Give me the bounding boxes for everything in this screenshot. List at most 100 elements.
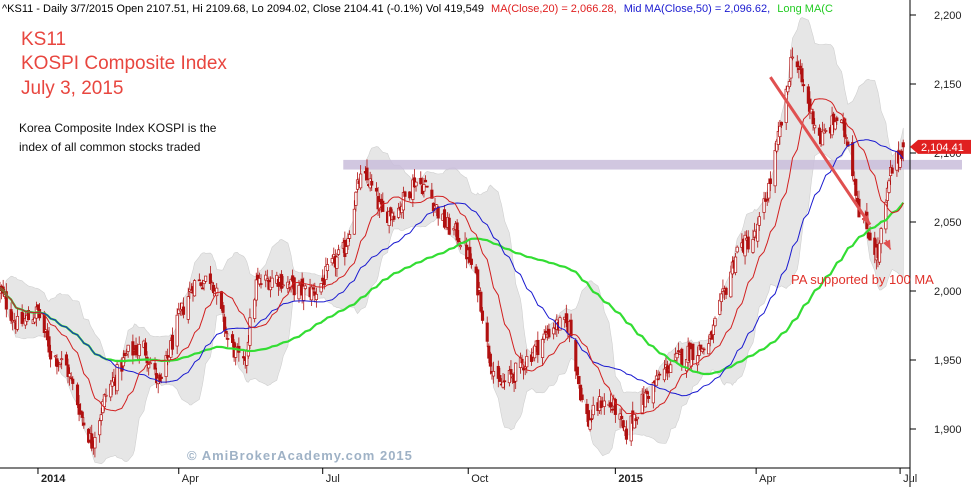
trend-arrow (769, 76, 872, 226)
candle (212, 282, 216, 297)
candle (677, 342, 681, 355)
candle (696, 346, 700, 374)
candle (624, 420, 628, 445)
candle (762, 191, 766, 220)
candle (346, 232, 350, 250)
candle (143, 338, 148, 361)
y-tick-label: 1,950 (934, 355, 962, 367)
candle (702, 347, 706, 355)
candle (832, 111, 836, 133)
candle (743, 231, 747, 265)
candle (536, 331, 540, 363)
candle (281, 276, 285, 289)
candle (221, 302, 225, 322)
candle (436, 205, 440, 226)
candle (746, 230, 750, 253)
x-tick-label: Apr (759, 473, 776, 485)
candle (658, 371, 662, 380)
candle (457, 230, 461, 244)
candle (234, 343, 238, 366)
ma50-line (0, 139, 904, 397)
y-tick-label: 2,200 (934, 10, 962, 22)
candle (547, 323, 551, 339)
candle (115, 360, 119, 395)
candle (348, 230, 352, 242)
candle (669, 360, 673, 373)
candle (303, 284, 307, 291)
candle (164, 350, 168, 384)
candle (403, 190, 407, 202)
candle (82, 417, 86, 429)
candle (691, 343, 695, 365)
x-tick-label: Jul (326, 473, 340, 485)
candle (469, 253, 473, 269)
y-tick-label: 1,900 (934, 424, 962, 436)
y-tick-label: 2,050 (934, 217, 962, 229)
candle (425, 185, 429, 188)
candle (751, 229, 755, 255)
candle (479, 290, 483, 313)
candle (411, 174, 415, 208)
candle (246, 334, 250, 359)
candle (147, 362, 151, 376)
description-line-1: Korea Composite Index KOSPI is the (19, 121, 217, 135)
candle (422, 177, 426, 198)
arrow-shaft (769, 76, 872, 226)
candle (104, 388, 108, 403)
annotation-label: PA supported by 100 MA (791, 272, 934, 287)
y-tick-label: 2,150 (934, 79, 962, 91)
candle (768, 171, 772, 192)
candle (186, 287, 190, 324)
x-axis: 2014 Apr Jul Oct 2015 Apr Jul (37, 468, 917, 485)
annotation-arrow (883, 239, 892, 250)
candle (729, 265, 733, 298)
candle (635, 416, 640, 425)
header-ma20: MA(Close,20) = 2,066.28, (491, 3, 617, 15)
candle (699, 344, 703, 352)
x-tick-label: Jul (903, 473, 917, 485)
candle (253, 297, 257, 323)
candle (621, 419, 625, 431)
candle (0, 281, 2, 303)
candle (60, 351, 64, 370)
x-tick-label: 2014 (41, 473, 66, 485)
candle (602, 393, 606, 415)
candle (370, 174, 374, 191)
candle (591, 396, 595, 419)
candle (789, 49, 793, 86)
candle (577, 375, 581, 389)
candle (851, 135, 855, 180)
candle (49, 344, 53, 368)
ma100-line (0, 201, 905, 376)
x-tick-label: 2015 (618, 473, 642, 485)
candle (590, 409, 594, 423)
candle (4, 283, 8, 318)
candle (887, 178, 891, 194)
candle (310, 284, 314, 306)
candle (254, 272, 258, 307)
candle (879, 226, 883, 254)
arrow-head (861, 214, 871, 225)
candle (885, 181, 889, 208)
candle (541, 336, 545, 366)
candle (80, 410, 84, 427)
candle (126, 344, 130, 358)
candle (588, 417, 592, 432)
candle (292, 276, 296, 302)
candle (833, 120, 837, 131)
last-price-tag: 2,104.41 (910, 139, 971, 154)
candle (344, 239, 348, 255)
candle (654, 369, 659, 386)
candle (711, 319, 715, 344)
candle (336, 244, 341, 257)
chart-header: ^KS11 - Daily 3/7/2015 Open 2107.51, Hi … (2, 3, 833, 15)
title-date: July 3, 2015 (21, 78, 123, 99)
header-ma100: Long MA(C (777, 3, 833, 15)
candle (778, 119, 782, 145)
candle (381, 192, 385, 212)
candle (259, 274, 263, 289)
candle (480, 306, 485, 324)
candle (476, 268, 480, 303)
candle (335, 252, 339, 277)
